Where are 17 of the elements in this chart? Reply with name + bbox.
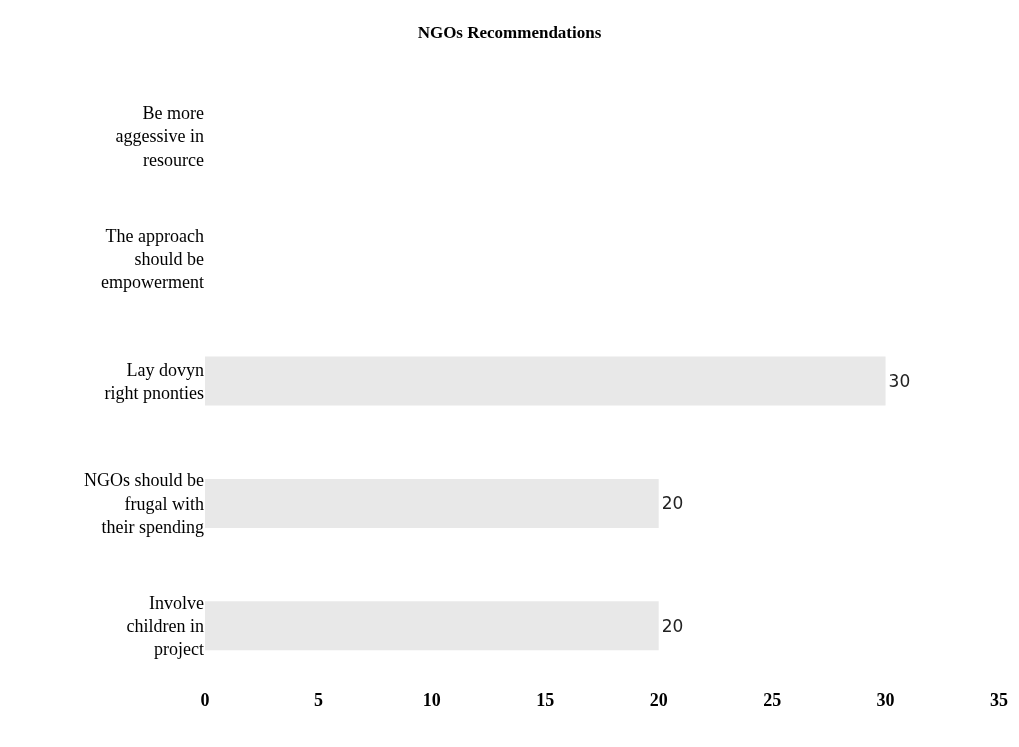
x-tick-label: 30	[876, 690, 895, 710]
y-tick-label: Lay dovyn right pnonties	[104, 359, 204, 403]
y-tick-label: Involve children in project	[126, 592, 205, 660]
data-label: 20	[661, 493, 684, 514]
x-tick-label: 20	[649, 690, 668, 710]
data-label: 30	[888, 371, 911, 391]
x-tick-label: 10	[422, 690, 441, 710]
x-tick-label: 0	[200, 690, 210, 710]
y-tick-label: NGOs should be frugal with their spending	[84, 470, 205, 538]
x-tick-label: 15	[536, 690, 555, 710]
y-tick-label: The approach should be empowerment	[101, 225, 205, 293]
x-tick-label: 25	[763, 690, 782, 710]
x-tick-label: 5	[313, 690, 323, 710]
chart-title: NGOs Recommendations	[417, 23, 602, 43]
data-label: 20	[661, 615, 684, 636]
x-tick-label: 35	[990, 690, 1008, 710]
y-tick-label: Be more aggessive in resource	[115, 103, 205, 170]
